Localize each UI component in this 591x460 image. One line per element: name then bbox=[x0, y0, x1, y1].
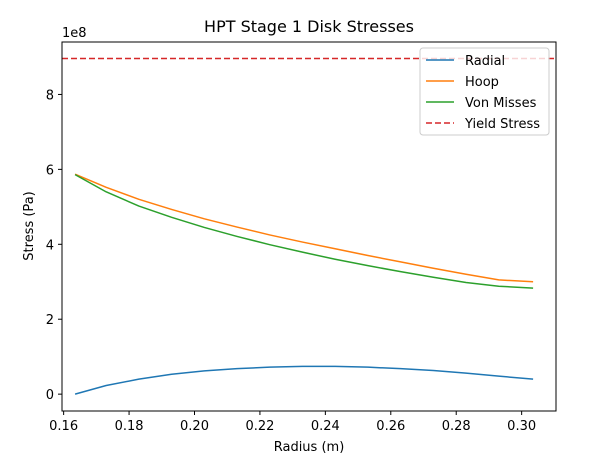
von-misses-line bbox=[74, 173, 534, 289]
x-tick-label: 0.16 bbox=[49, 419, 78, 434]
x-tick-label: 0.28 bbox=[442, 419, 471, 434]
y-tick-label: 0 bbox=[46, 388, 54, 403]
series-layer bbox=[62, 57, 556, 395]
y-axis-label: Stress (Pa) bbox=[22, 191, 37, 260]
y-tick-label: 8 bbox=[46, 88, 54, 103]
legend-label-von-misses: Von Misses bbox=[465, 96, 537, 111]
x-tick-label: 0.22 bbox=[245, 419, 274, 434]
plot-frame bbox=[61, 41, 557, 412]
y-offset-label: 1e8 bbox=[62, 26, 87, 41]
legend-label-hoop: Hoop bbox=[465, 75, 499, 90]
x-tick-label: 0.26 bbox=[376, 419, 405, 434]
y-axis: 0 2 4 6 8 bbox=[46, 88, 62, 403]
chart-title: HPT Stage 1 Disk Stresses bbox=[204, 17, 414, 36]
legend-label-radial: Radial bbox=[465, 54, 505, 69]
x-axis: 0.16 0.18 0.20 0.22 0.24 0.26 0.28 0.30 bbox=[49, 411, 536, 434]
y-tick-label: 4 bbox=[46, 238, 54, 253]
y-tick-label: 6 bbox=[46, 163, 54, 178]
legend-box bbox=[419, 47, 550, 136]
legend-label-yield-stress: Yield Stress bbox=[464, 117, 540, 132]
legend: Radial Hoop Von Misses Yield Stress bbox=[419, 47, 550, 136]
x-tick-label: 0.20 bbox=[180, 419, 209, 434]
radial-line bbox=[74, 365, 534, 395]
x-tick-label: 0.24 bbox=[311, 419, 340, 434]
hoop-line bbox=[74, 173, 534, 283]
x-axis-label: Radius (m) bbox=[274, 440, 345, 455]
x-tick-label: 0.30 bbox=[507, 419, 536, 434]
y-tick-label: 2 bbox=[46, 313, 54, 328]
x-tick-label: 0.18 bbox=[115, 419, 144, 434]
